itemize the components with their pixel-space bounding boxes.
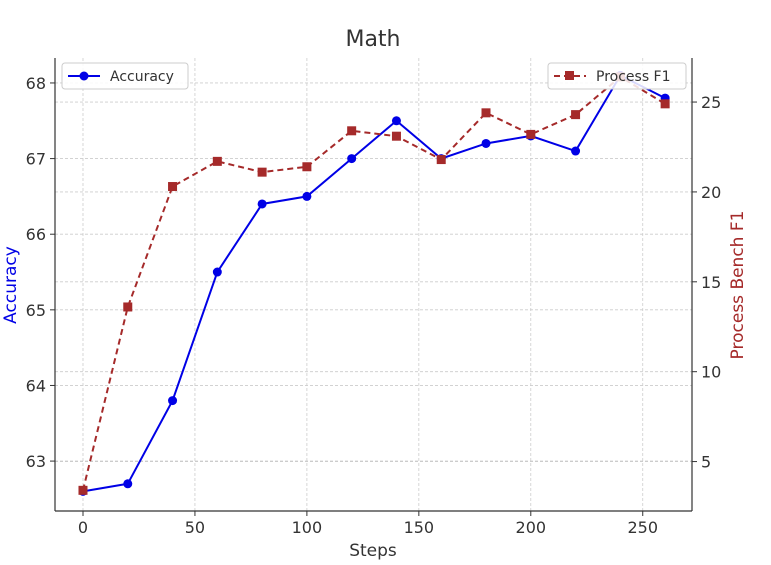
y2-tick-label: 10 (701, 363, 721, 382)
series (78, 70, 670, 496)
x-tick-label: 250 (627, 518, 658, 537)
y2-tick-label: 5 (701, 453, 711, 472)
legend-marker-process-f1 (565, 71, 574, 80)
data-point-process-f1 (436, 155, 446, 165)
x-tick-label: 50 (185, 518, 205, 537)
chart-title: Math (345, 27, 400, 52)
data-point-process-f1 (123, 302, 133, 312)
y-tick-label: 67 (26, 150, 46, 169)
data-point-process-f1 (660, 99, 670, 109)
legend-left: Accuracy (61, 62, 189, 90)
y-tick-label: 65 (26, 301, 46, 320)
y-tick-label: 68 (26, 74, 46, 93)
x-tick-label: 0 (78, 518, 88, 537)
data-point-process-f1 (391, 131, 401, 141)
data-point-accuracy (391, 116, 401, 126)
data-point-process-f1 (526, 129, 536, 139)
series-line-process-f1 (82, 75, 666, 491)
data-point-accuracy (212, 267, 222, 277)
data-point-accuracy (257, 199, 267, 209)
data-point-process-f1 (257, 167, 267, 177)
data-point-accuracy (347, 154, 357, 164)
x-tick-label: 200 (516, 518, 547, 537)
x-tick-label: 150 (404, 518, 435, 537)
data-point-process-f1 (571, 110, 581, 120)
x-axis-label: Steps (349, 541, 397, 561)
legend-label-process-f1: Process F1 (596, 69, 671, 85)
data-point-accuracy (571, 146, 581, 156)
y2-tick-label: 25 (701, 93, 721, 112)
data-point-process-f1 (481, 108, 491, 118)
y-axis-label: Accuracy (1, 246, 21, 324)
data-point-process-f1 (212, 156, 222, 166)
data-point-accuracy (168, 396, 178, 406)
data-point-process-f1 (168, 182, 178, 192)
data-point-process-f1 (347, 126, 357, 136)
series-line-accuracy (82, 74, 666, 493)
y2-tick-label: 20 (701, 183, 721, 202)
y-tick-label: 64 (26, 376, 46, 395)
data-point-process-f1 (78, 485, 88, 495)
y2-tick-label: 15 (701, 273, 721, 292)
y2-axis-label: Process Bench F1 (728, 211, 748, 360)
legend-marker-accuracy (79, 71, 89, 81)
legend-right: Process F1 (547, 62, 687, 90)
y-tick-label: 63 (26, 452, 46, 471)
data-point-accuracy (302, 191, 312, 201)
y-tick-label: 66 (26, 225, 46, 244)
axes: 0 50 100 150 200 250 63 64 65 66 67 68 5 10 15 20 25 (26, 58, 721, 537)
x-tick-label: 100 (292, 518, 323, 537)
data-point-accuracy (481, 138, 491, 148)
legend-label-accuracy: Accuracy (110, 69, 174, 85)
data-point-accuracy (123, 479, 133, 489)
data-point-process-f1 (302, 162, 312, 172)
